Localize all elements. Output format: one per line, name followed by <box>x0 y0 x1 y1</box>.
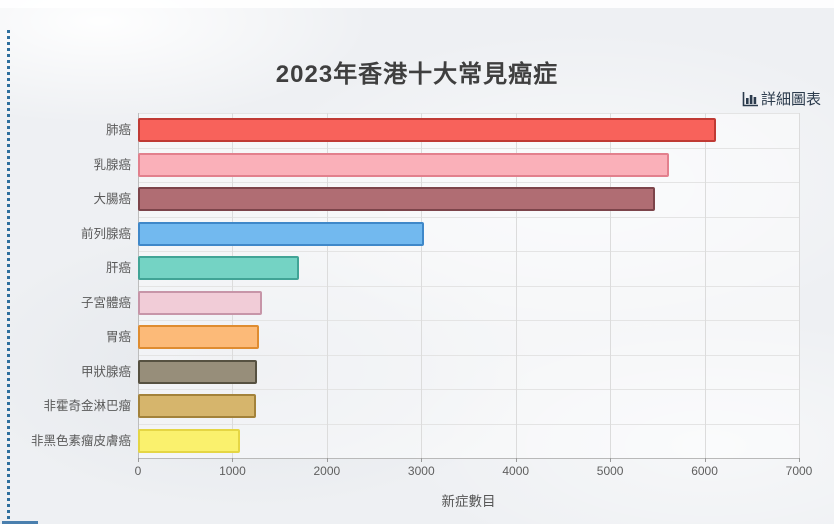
detail-chart-link-label: 詳細圖表 <box>760 91 821 108</box>
bar-chart-plot-area <box>138 113 800 459</box>
gridline-horizontal <box>138 113 799 114</box>
chart-row <box>138 251 799 286</box>
chart-row <box>138 217 799 252</box>
gridline-vertical <box>326 113 328 458</box>
category-label: 大腸癌 <box>93 192 131 206</box>
category-label: 甲狀腺癌 <box>80 364 131 379</box>
x-tick-label: 3000 <box>407 464 435 478</box>
gridline-vertical <box>421 113 423 458</box>
category-label: 乳腺癌 <box>93 157 131 172</box>
x-tick-mark <box>232 458 234 462</box>
bar[interactable] <box>138 325 260 349</box>
gridline-vertical <box>610 113 612 458</box>
bar[interactable] <box>138 256 299 280</box>
chart-row <box>138 424 799 459</box>
x-tick-label: 5000 <box>596 464 624 478</box>
detail-chart-link[interactable]: 詳細圖表 <box>742 88 821 109</box>
gridline-horizontal <box>138 147 799 149</box>
gridline-horizontal <box>138 216 799 218</box>
category-label: 非霍奇金淋巴瘤 <box>43 399 131 413</box>
bar[interactable] <box>138 290 263 315</box>
x-tick-mark <box>138 458 139 462</box>
bar[interactable] <box>138 221 425 246</box>
gridline-horizontal <box>138 285 799 287</box>
chart-row <box>138 148 799 183</box>
chart-row <box>138 286 799 321</box>
x-tick-label: 2000 <box>313 464 341 478</box>
category-label: 肝癌 <box>105 261 131 275</box>
x-tick-mark <box>421 458 423 462</box>
gridline-horizontal <box>138 251 799 252</box>
bar-chart-icon <box>742 91 759 107</box>
gridline-horizontal <box>138 423 799 425</box>
x-tick-label: 0 <box>134 464 142 478</box>
gridline-vertical <box>704 113 706 458</box>
x-tick-label: 7000 <box>785 464 813 478</box>
gridline-horizontal <box>138 320 799 321</box>
bar[interactable] <box>138 359 257 384</box>
chart-row <box>138 389 799 424</box>
category-label: 子宮體癌 <box>80 295 131 310</box>
bar[interactable] <box>138 187 655 211</box>
gridline-vertical <box>232 113 234 458</box>
chart-row <box>138 320 799 355</box>
gridline-vertical <box>515 113 517 458</box>
x-tick-label: 4000 <box>502 464 530 478</box>
x-axis-line <box>138 458 799 459</box>
x-tick-label: 6000 <box>691 464 718 478</box>
x-tick-label: 1000 <box>219 464 246 478</box>
x-tick-mark <box>799 458 800 462</box>
y-axis-line <box>138 113 139 458</box>
gridline-vertical <box>799 113 800 458</box>
gridline-horizontal <box>138 389 799 390</box>
category-label: 胃癌 <box>105 330 131 344</box>
dotted-left-border <box>7 30 10 524</box>
x-tick-mark <box>610 458 612 462</box>
chart-row <box>138 113 799 148</box>
chart-row <box>138 182 799 217</box>
x-tick-mark <box>704 458 706 462</box>
top-strip <box>0 0 834 8</box>
page-title: 2023年香港十大常見癌症 <box>275 61 559 88</box>
bar[interactable] <box>138 428 241 453</box>
bottom-accent-line <box>2 521 38 524</box>
x-axis-title: 新症數目 <box>441 494 496 509</box>
category-label: 前列腺癌 <box>80 226 131 241</box>
category-label: 非黑色素瘤皮膚癌 <box>30 433 131 448</box>
chart-row <box>138 355 799 390</box>
category-label: 肺癌 <box>105 123 131 137</box>
x-tick-mark <box>326 458 328 462</box>
gridline-horizontal <box>138 182 799 183</box>
bar[interactable] <box>138 152 669 177</box>
bar[interactable] <box>138 118 716 142</box>
gridline-horizontal <box>138 354 799 356</box>
x-tick-mark <box>515 458 517 462</box>
bar[interactable] <box>138 394 257 418</box>
